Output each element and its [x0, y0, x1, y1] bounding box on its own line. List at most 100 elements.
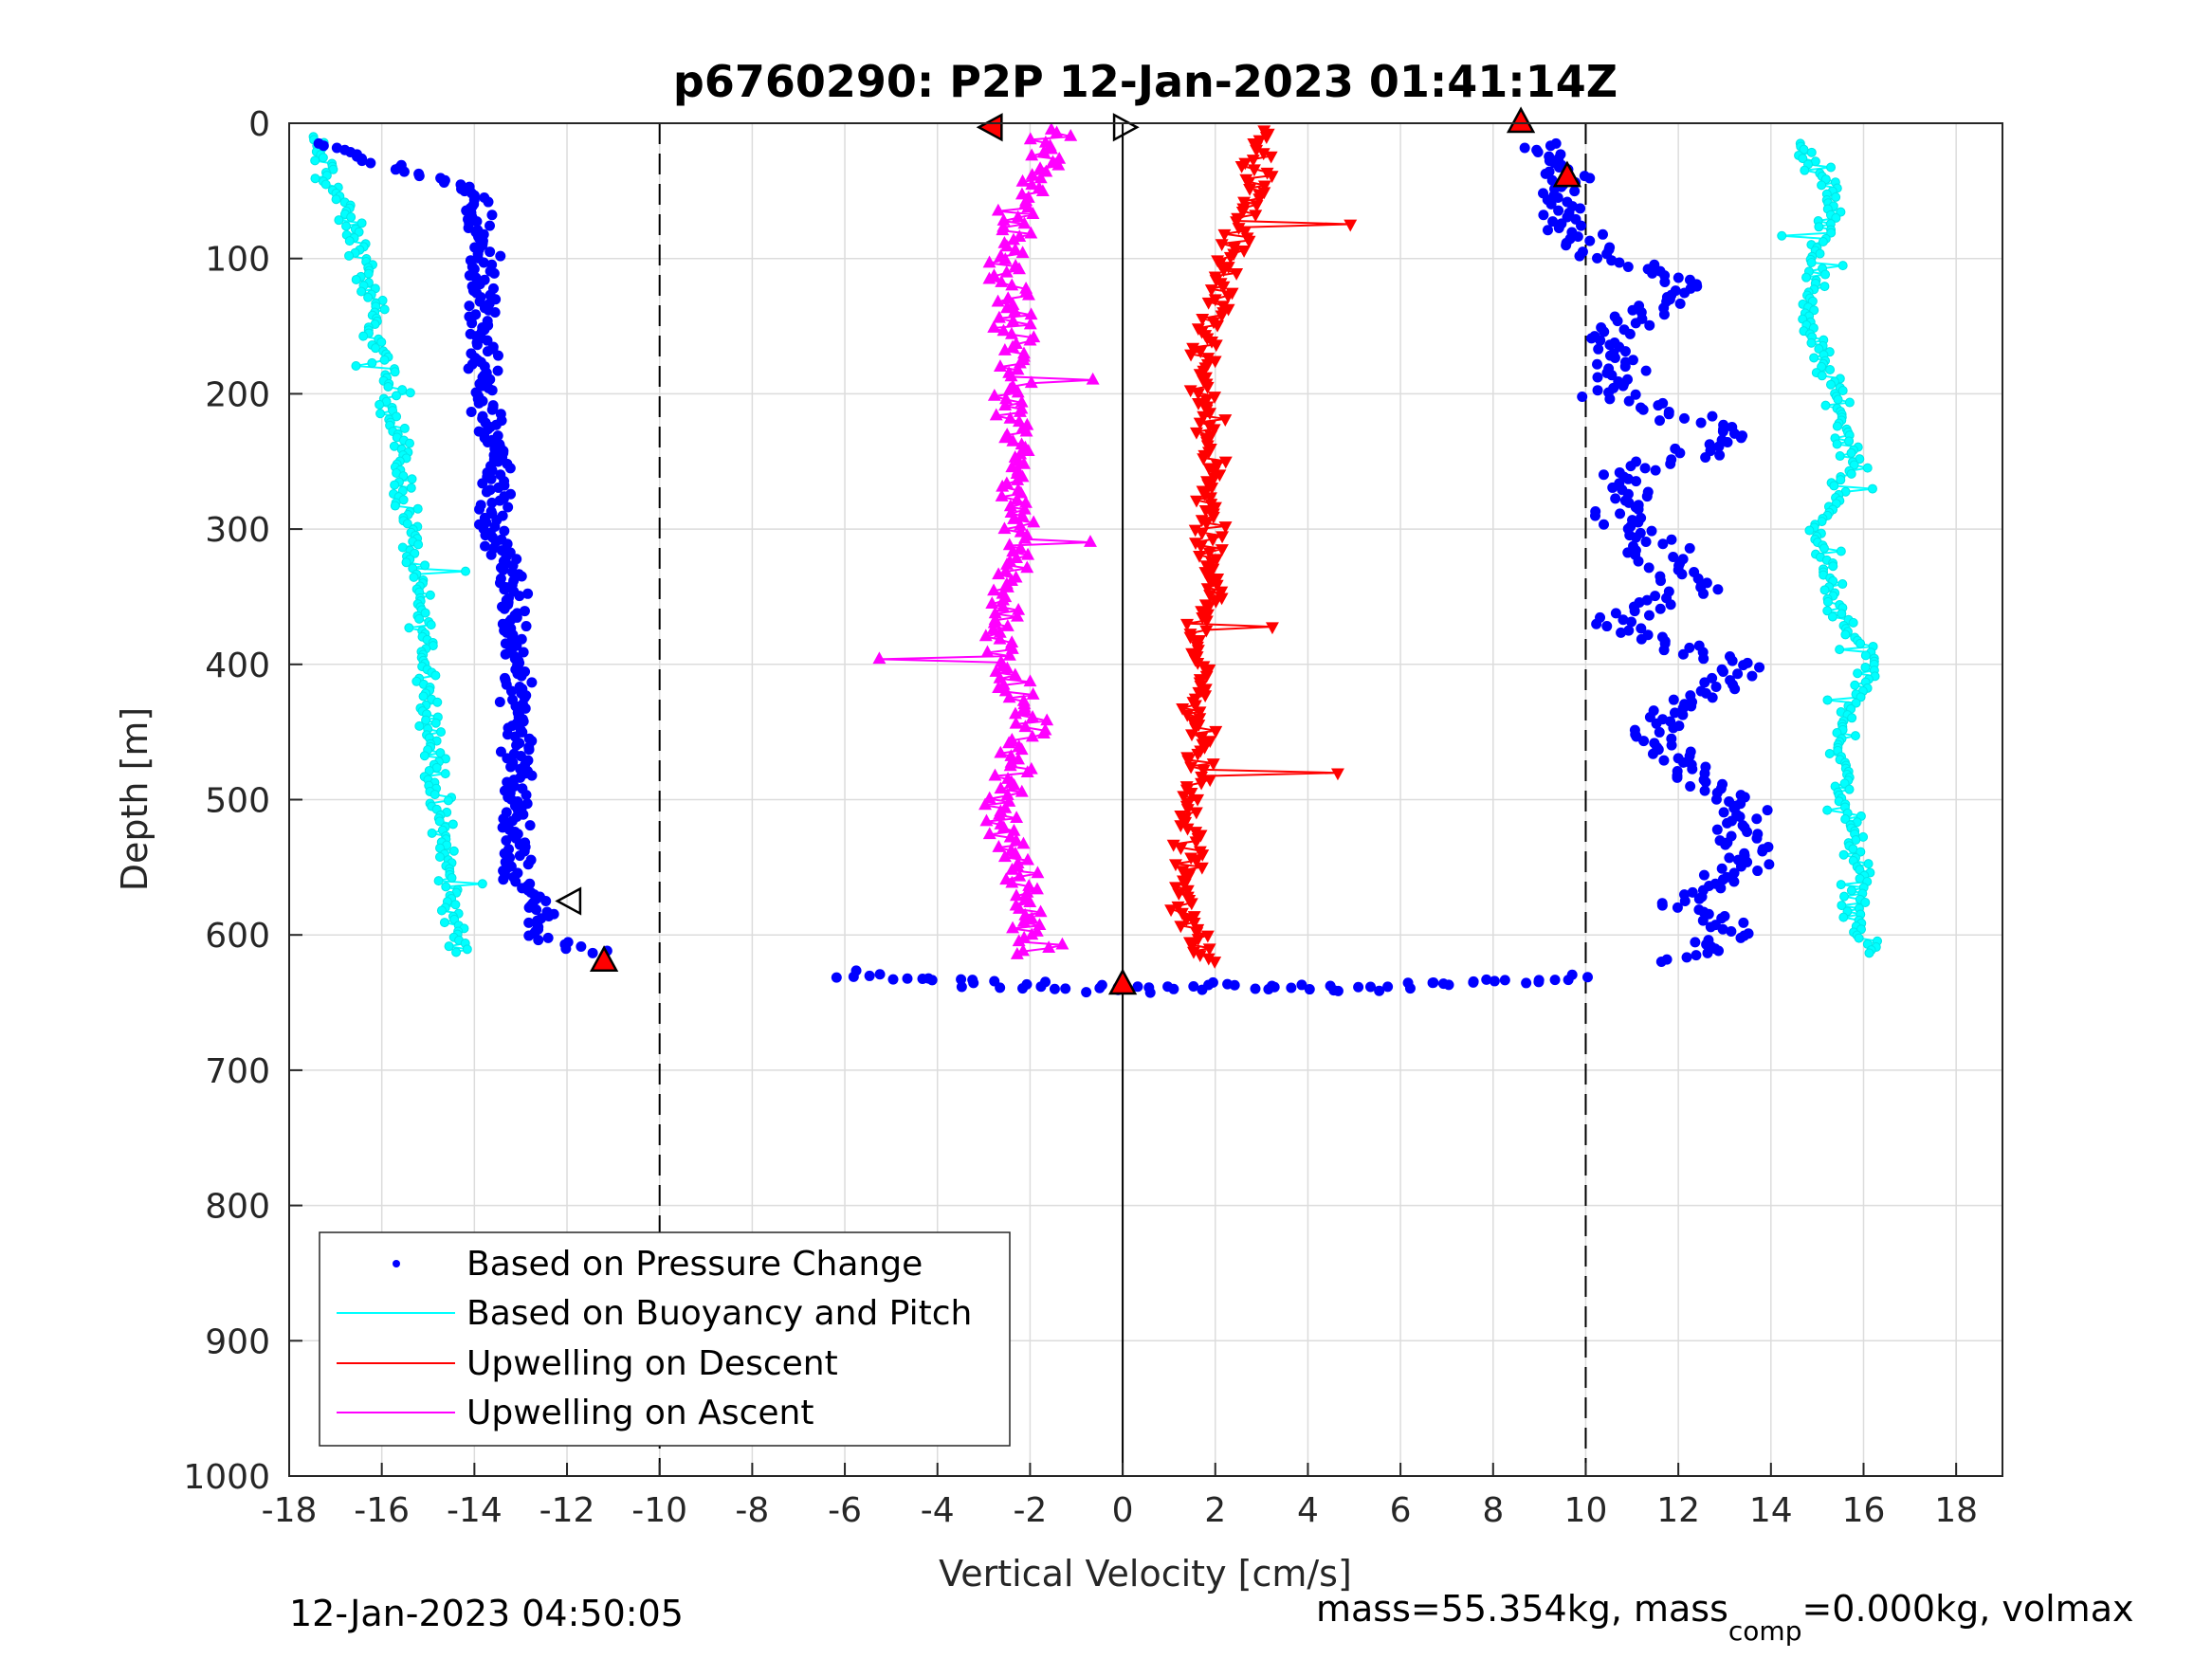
upwelling-ascent-point	[1042, 940, 1056, 953]
upwelling-descent-point	[1184, 787, 1198, 800]
upwelling-descent-point	[1196, 313, 1210, 326]
buoyancy-pitch-point	[430, 670, 441, 681]
upwelling-descent-point	[1194, 680, 1208, 693]
pressure-change-point	[356, 155, 368, 167]
pressure-change-point	[1714, 449, 1726, 461]
buoyancy-pitch-point	[1848, 617, 1858, 628]
buoyancy-pitch-point	[412, 503, 423, 514]
x-tick-label: 2	[1204, 1491, 1226, 1530]
pressure-change-point	[1668, 694, 1679, 705]
pressure-change-point	[1658, 645, 1670, 656]
upwelling-descent-point	[1193, 706, 1207, 720]
buoyancy-pitch-point	[1800, 165, 1810, 175]
upwelling-descent-point	[1218, 456, 1233, 469]
upwelling-descent-point	[1193, 713, 1207, 726]
upwelling-ascent-point	[999, 392, 1013, 405]
buoyancy-pitch-point	[310, 173, 320, 184]
pressure-change-point	[1673, 272, 1684, 283]
upwelling-ascent-point	[1017, 531, 1032, 544]
upwelling-descent-point	[1344, 219, 1358, 232]
y-tick-label: 300	[205, 511, 270, 550]
pressure-change-point	[560, 943, 572, 955]
pressure-change-point	[1650, 465, 1661, 476]
upwelling-ascent-point	[1086, 372, 1100, 385]
upwelling-ascent-point	[1017, 216, 1032, 229]
buoyancy-pitch-point	[1844, 436, 1855, 447]
buoyancy-pitch-point	[414, 613, 425, 624]
pressure-change-point	[1353, 981, 1364, 993]
upwelling-descent-point	[1243, 183, 1257, 196]
upwelling-descent-point	[1188, 524, 1202, 538]
upwelling-descent-point	[1207, 472, 1221, 485]
upwelling-descent-point	[1216, 281, 1231, 294]
pressure-change-point	[1643, 610, 1654, 621]
pressure-change-point	[1654, 415, 1666, 427]
pressure-change-point	[1627, 304, 1638, 316]
upwelling-descent-point	[1166, 839, 1180, 852]
pressure-change-point	[968, 977, 979, 989]
upwelling-descent-point	[1216, 264, 1231, 278]
upwelling-ascent-point	[989, 408, 1003, 421]
upwelling-ascent-point	[1025, 177, 1039, 191]
pressure-change-point	[1727, 655, 1738, 666]
pressure-change-point	[1619, 346, 1631, 357]
buoyancy-pitch-point	[432, 697, 443, 707]
upwelling-descent-point	[1250, 200, 1264, 212]
buoyancy-pitch-point	[390, 501, 400, 511]
buoyancy-pitch-point	[413, 539, 424, 550]
pressure-change-point	[492, 350, 503, 361]
pressure-change-point	[504, 463, 516, 474]
upwelling-descent-point	[1190, 495, 1203, 508]
buoyancy-pitch-point	[430, 718, 441, 728]
upwelling-ascent-point	[1012, 752, 1025, 765]
upwelling-descent-point	[1215, 544, 1229, 556]
pressure-change-point	[1658, 309, 1670, 320]
upwelling-ascent-point	[1006, 921, 1020, 934]
upwelling-descent-point	[1215, 310, 1229, 323]
pressure-change-point	[521, 621, 532, 632]
buoyancy-pitch-point	[351, 274, 361, 284]
pressure-change-point	[1752, 866, 1764, 877]
upwelling-descent-point	[1264, 151, 1278, 164]
turn-marker	[555, 886, 582, 916]
upwelling-ascent-point	[1010, 551, 1024, 564]
pressure-change-point	[1729, 684, 1741, 695]
upwelling-descent-point	[1177, 791, 1191, 804]
pressure-change-point	[1720, 839, 1731, 850]
upwelling-descent-point	[1204, 284, 1218, 297]
buoyancy-pitch-point	[1839, 891, 1850, 902]
upwelling-descent-point	[1193, 550, 1206, 563]
pressure-change-point	[1625, 461, 1636, 472]
buoyancy-pitch-point	[440, 769, 450, 779]
upwelling-ascent-point	[1008, 242, 1022, 255]
upwelling-ascent-point	[1026, 687, 1040, 700]
pressure-change-point	[1764, 859, 1775, 870]
pressure-change-point	[1638, 736, 1650, 747]
pressure-change-point	[1700, 776, 1711, 788]
pressure-change-point	[1630, 389, 1641, 400]
buoyancy-pitch-point	[375, 399, 385, 410]
pressure-change-point	[1553, 222, 1564, 233]
buoyancy-pitch-point	[1860, 662, 1871, 672]
upwelling-descent-point	[1209, 725, 1223, 738]
upwelling-ascent-point	[992, 310, 1006, 323]
upwelling-descent-point	[1208, 356, 1222, 369]
upwelling-descent-point	[1191, 748, 1205, 761]
pressure-change-point	[1685, 781, 1696, 793]
upwelling-descent-point	[1180, 618, 1194, 631]
pressure-change-point	[1644, 711, 1655, 722]
buoyancy-pitch-point	[461, 566, 471, 576]
pressure-change-point	[1678, 757, 1690, 768]
buoyancy-pitch-point	[390, 480, 400, 490]
pressure-change-point	[486, 497, 498, 508]
upwelling-ascent-point	[1025, 168, 1039, 180]
upwelling-ascent-point	[988, 606, 1002, 619]
pressure-change-point	[1707, 410, 1718, 422]
x-tick-label: -4	[921, 1491, 955, 1530]
upwelling-descent-point	[1213, 469, 1227, 483]
buoyancy-pitch-point	[1826, 162, 1837, 173]
pressure-change-point	[1717, 874, 1728, 885]
buoyancy-pitch-point	[444, 941, 454, 952]
upwelling-descent-point	[1210, 579, 1224, 592]
buoyancy-pitch-point	[436, 727, 447, 738]
